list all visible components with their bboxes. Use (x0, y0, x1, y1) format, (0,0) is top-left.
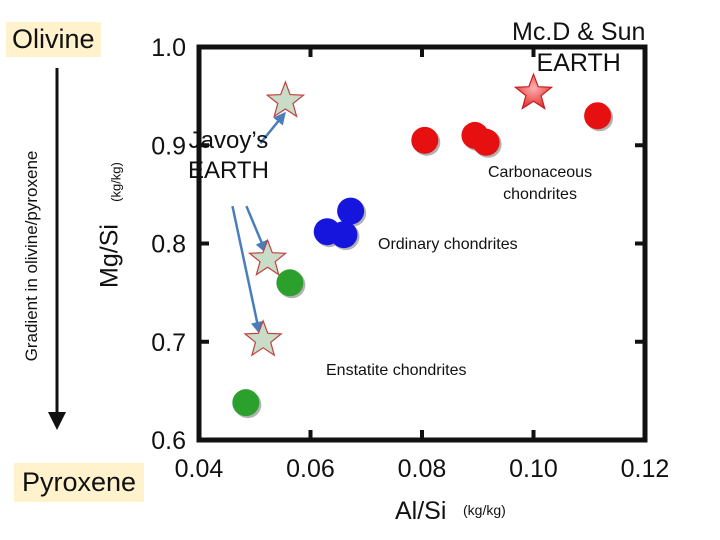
series-enstatite-chondrites (232, 269, 306, 419)
gradient-arrow-head (48, 412, 66, 430)
series-carbonaceous-chondrites (411, 102, 614, 158)
mcd-line-2: EARTH (536, 49, 621, 77)
x-tick-label: 0.06 (286, 455, 335, 483)
series-ordinary-chondrites (313, 197, 367, 251)
star-javoy-s-earth (243, 319, 283, 357)
carbonaceous-line-2: chondrites (503, 186, 577, 203)
y-tick-label: 1.0 (151, 34, 186, 62)
y-tick-label: 0.7 (151, 329, 186, 357)
x-tick-label: 0.08 (398, 455, 447, 483)
annotation-arrow (259, 111, 286, 145)
point-enstatite-chondrites (232, 389, 260, 417)
y-axis-unit: (kg/kg) (108, 162, 124, 202)
arrows (231, 111, 286, 335)
point-carbonaceous-chondrites (472, 128, 500, 156)
javoy-line-1: Javoy’s (188, 127, 269, 154)
star-javoy-s-earth (265, 80, 306, 118)
mcd-sun-earth-annotation: Mc.D & Sun EARTH (512, 17, 645, 79)
carbonaceous-annotation: Carbonaceous chondrites (488, 162, 592, 206)
star-mc-d-sun-earth (513, 72, 554, 110)
y-tick-label: 0.6 (151, 427, 186, 455)
pyroxene-label: Pyroxene (14, 463, 145, 502)
y-axis-label: Mg/Si (95, 224, 124, 288)
point-carbonaceous-chondrites (411, 126, 439, 154)
data-markers (232, 72, 614, 419)
x-tick-label: 0.04 (175, 455, 224, 483)
y-tick-label: 0.9 (151, 132, 186, 160)
olivine-label: Olivine (6, 22, 101, 57)
point-carbonaceous-chondrites (584, 102, 612, 130)
x-tick-label: 0.12 (621, 455, 670, 483)
axes: 0.04 0.06 0.08 0.10 0.12 0.6 0.7 0.8 0.9 1.0 (48, 34, 669, 483)
mcd-line-1: Mc.D & Sun (512, 18, 646, 46)
x-axis-label: Al/Si (395, 497, 447, 525)
ordinary-annotation: Ordinary chondrites (378, 236, 518, 253)
y-tick-label: 0.8 (151, 231, 186, 259)
annotation-arrow (245, 205, 268, 254)
annotation-arrow (231, 205, 264, 335)
enstatite-annotation: Enstatite chondrites (326, 362, 467, 379)
series-mc-d-sun-earth (513, 72, 554, 110)
x-tick-label: 0.10 (509, 455, 558, 483)
carbonaceous-line-1: Carbonaceous (488, 164, 593, 181)
gradient-label: Gradient in olivine/pyroxene (22, 150, 41, 362)
series-javoy-s-earth (243, 80, 306, 357)
star-javoy-s-earth (247, 238, 288, 276)
x-axis-unit: (kg/kg) (463, 502, 506, 518)
point-ordinary-chondrites (330, 221, 358, 249)
javoy-line-2: EARTH (188, 157, 269, 184)
point-enstatite-chondrites (276, 269, 304, 297)
javoy-earth-annotation: Javoy’s EARTH (188, 126, 269, 186)
point-ordinary-chondrites (337, 197, 365, 225)
